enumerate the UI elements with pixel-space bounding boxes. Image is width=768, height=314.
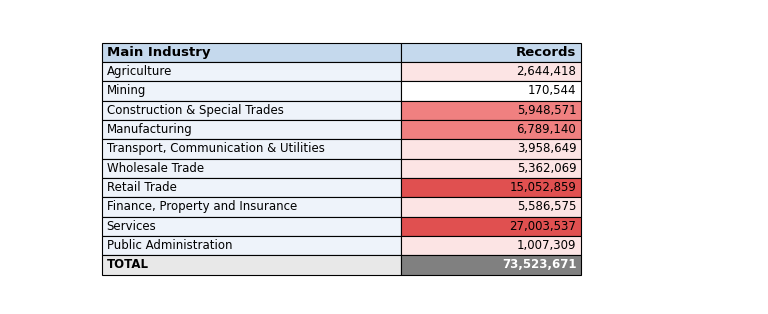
Bar bbox=[402, 217, 581, 236]
Text: Services: Services bbox=[107, 220, 157, 233]
Bar bbox=[402, 81, 581, 100]
Bar bbox=[402, 236, 581, 255]
Bar bbox=[102, 120, 402, 139]
Bar bbox=[402, 100, 581, 120]
Text: 2,644,418: 2,644,418 bbox=[516, 65, 576, 78]
Text: 5,586,575: 5,586,575 bbox=[517, 200, 576, 214]
Text: 170,544: 170,544 bbox=[528, 84, 576, 97]
Text: 1,007,309: 1,007,309 bbox=[517, 239, 576, 252]
Text: Finance, Property and Insurance: Finance, Property and Insurance bbox=[107, 200, 297, 214]
Bar bbox=[102, 62, 402, 81]
Bar bbox=[102, 217, 402, 236]
Text: Agriculture: Agriculture bbox=[107, 65, 172, 78]
Text: Mining: Mining bbox=[107, 84, 146, 97]
Bar bbox=[102, 236, 402, 255]
Bar bbox=[402, 120, 581, 139]
Bar bbox=[402, 159, 581, 178]
Bar bbox=[102, 178, 402, 197]
Text: 5,948,571: 5,948,571 bbox=[517, 104, 576, 117]
Bar bbox=[102, 255, 402, 275]
Bar bbox=[102, 42, 402, 62]
Bar bbox=[102, 81, 402, 100]
Bar bbox=[402, 42, 581, 62]
Text: Transport, Communication & Utilities: Transport, Communication & Utilities bbox=[107, 142, 325, 155]
Bar bbox=[102, 100, 402, 120]
Text: Wholesale Trade: Wholesale Trade bbox=[107, 162, 204, 175]
Bar bbox=[402, 197, 581, 217]
Bar bbox=[402, 255, 581, 275]
Bar bbox=[402, 139, 581, 159]
Bar bbox=[402, 62, 581, 81]
Text: Construction & Special Trades: Construction & Special Trades bbox=[107, 104, 283, 117]
Bar bbox=[402, 178, 581, 197]
Text: Retail Trade: Retail Trade bbox=[107, 181, 177, 194]
Text: Manufacturing: Manufacturing bbox=[107, 123, 193, 136]
Text: 5,362,069: 5,362,069 bbox=[517, 162, 576, 175]
Text: 15,052,859: 15,052,859 bbox=[509, 181, 576, 194]
Text: 27,003,537: 27,003,537 bbox=[509, 220, 576, 233]
Bar bbox=[102, 159, 402, 178]
Text: Records: Records bbox=[516, 46, 576, 59]
Text: 3,958,649: 3,958,649 bbox=[517, 142, 576, 155]
Text: TOTAL: TOTAL bbox=[107, 258, 149, 272]
Text: Main Industry: Main Industry bbox=[107, 46, 210, 59]
Bar bbox=[102, 139, 402, 159]
Text: 73,523,671: 73,523,671 bbox=[502, 258, 576, 272]
Bar bbox=[102, 197, 402, 217]
Text: Public Administration: Public Administration bbox=[107, 239, 232, 252]
Text: 6,789,140: 6,789,140 bbox=[517, 123, 576, 136]
